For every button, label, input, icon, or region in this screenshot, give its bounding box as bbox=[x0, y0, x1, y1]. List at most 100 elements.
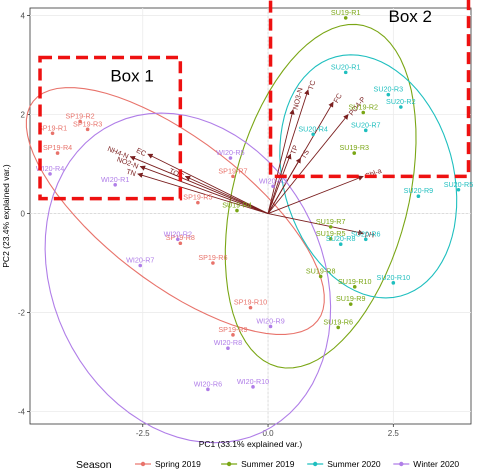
point-label: SU20-R1 bbox=[331, 62, 361, 71]
legend: Season Spring 2019 Summer 2019 Summer 2020… bbox=[76, 459, 459, 471]
point-label: WI20-R4 bbox=[36, 164, 64, 173]
point-label: WI20-R10 bbox=[237, 377, 269, 386]
data-point bbox=[206, 387, 210, 392]
point-label: SP19-R2 bbox=[66, 111, 95, 120]
point-label: WI20-R5 bbox=[216, 148, 244, 157]
point-label: SU19-R5 bbox=[316, 229, 346, 238]
point-label: SP19-R8 bbox=[166, 233, 195, 242]
point-label: SP19-R3 bbox=[73, 119, 102, 128]
data-point bbox=[85, 127, 90, 132]
data-point bbox=[78, 119, 82, 124]
data-point bbox=[48, 172, 52, 176]
data-point bbox=[55, 151, 60, 155]
legend-swatch-point bbox=[313, 461, 318, 467]
y-tick-label: 0 bbox=[21, 210, 26, 219]
point-label: SP19-R9 bbox=[218, 325, 247, 334]
legend-title: Season bbox=[76, 459, 112, 471]
data-point bbox=[348, 302, 353, 306]
point-label: SU20-R4 bbox=[298, 124, 328, 133]
data-point bbox=[328, 236, 333, 241]
data-point bbox=[328, 225, 333, 229]
point-label: SU19-R10 bbox=[338, 277, 372, 286]
data-point bbox=[399, 105, 403, 109]
point-label: WI20-R2 bbox=[164, 229, 192, 238]
box-2-outline bbox=[268, 0, 471, 179]
point-label: SP19-R7 bbox=[218, 166, 247, 175]
y-tick-label: -4 bbox=[18, 408, 26, 417]
data-point bbox=[211, 261, 215, 265]
ellipse-winter-2020 bbox=[44, 112, 332, 444]
data-point bbox=[363, 237, 368, 242]
loading-arrow bbox=[267, 114, 349, 214]
data-point bbox=[231, 174, 235, 179]
data-point bbox=[231, 333, 235, 337]
legend-swatch-point bbox=[140, 461, 146, 467]
loading-arrow bbox=[139, 165, 269, 214]
legend-entry-label: Winter 2020 bbox=[413, 459, 459, 469]
ellipse-summer-2020 bbox=[279, 54, 458, 299]
x-axis-label: PC1 (33.1% explained var.) bbox=[199, 439, 303, 449]
box-2-label: Box 2 bbox=[388, 7, 431, 26]
loading-label: TN bbox=[125, 167, 137, 178]
data-point bbox=[178, 241, 183, 246]
point-label: SP19-R6 bbox=[198, 253, 227, 262]
legend-swatch-point bbox=[226, 461, 232, 467]
data-point bbox=[338, 242, 343, 247]
y-tick-label: 4 bbox=[21, 11, 26, 20]
ellipse-summer-2019 bbox=[224, 23, 417, 369]
loading-label: TS bbox=[299, 148, 312, 161]
point-label: SU19-R2 bbox=[348, 102, 378, 111]
data-point bbox=[386, 92, 391, 97]
data-point bbox=[196, 200, 200, 205]
data-point bbox=[352, 285, 357, 289]
point-label: WI20-R1 bbox=[101, 175, 129, 184]
point-label: SU19-R4 bbox=[222, 201, 252, 210]
point-label: SU20-R9 bbox=[404, 186, 434, 195]
data-point bbox=[268, 324, 273, 329]
point-label: WI20-R6 bbox=[194, 379, 222, 388]
point-label: SU20-R6 bbox=[351, 229, 381, 238]
loading-arrow bbox=[267, 153, 292, 214]
loading-arrow bbox=[267, 175, 364, 214]
data-point bbox=[336, 325, 340, 330]
point-label: WI20-R8 bbox=[214, 338, 242, 347]
axis-ticks: -2.5 0.0 2.5 -4 -2 0 2 4 bbox=[18, 11, 400, 438]
x-tick-label: -2.5 bbox=[136, 429, 150, 438]
legend-entry-label: Spring 2019 bbox=[155, 459, 201, 469]
data-point bbox=[251, 385, 255, 389]
point-label: SU19-R1 bbox=[331, 8, 361, 17]
box-1-label: Box 1 bbox=[110, 67, 153, 86]
data-point bbox=[226, 346, 230, 351]
loading-label: EC bbox=[135, 146, 148, 158]
loading-arrow bbox=[267, 157, 302, 214]
data-point bbox=[176, 237, 180, 242]
box-1-outline bbox=[38, 55, 183, 201]
point-label: SU19-R6 bbox=[323, 317, 353, 326]
data-point bbox=[456, 187, 461, 192]
data-point bbox=[235, 208, 239, 213]
data-point bbox=[318, 274, 323, 279]
data-point bbox=[271, 184, 275, 189]
loading-label: TC bbox=[306, 79, 318, 91]
loading-arrow bbox=[267, 213, 364, 235]
point-label: SP19-R4 bbox=[43, 143, 72, 152]
data-point bbox=[113, 183, 117, 187]
point-label: WI20-R3 bbox=[259, 176, 287, 185]
loading-label: pH bbox=[364, 229, 375, 240]
loading-arrow bbox=[267, 89, 310, 214]
point-label: SU20-R2 bbox=[386, 97, 416, 106]
data-point bbox=[343, 70, 348, 75]
data-point bbox=[391, 281, 396, 285]
loading-arrow bbox=[147, 153, 269, 214]
data-point bbox=[343, 16, 348, 20]
y-axis-label: PC2 (23.4% explained var.) bbox=[1, 164, 11, 268]
loading-arrow bbox=[137, 172, 269, 214]
point-label: SU19-R8 bbox=[306, 266, 336, 275]
loading-arrow bbox=[267, 108, 295, 214]
point-label: SP19-R1 bbox=[38, 123, 67, 132]
data-point bbox=[363, 128, 368, 133]
loading-label: FC bbox=[331, 92, 344, 105]
legend-entry-label: Summer 2020 bbox=[327, 459, 381, 469]
data-point bbox=[138, 263, 143, 268]
